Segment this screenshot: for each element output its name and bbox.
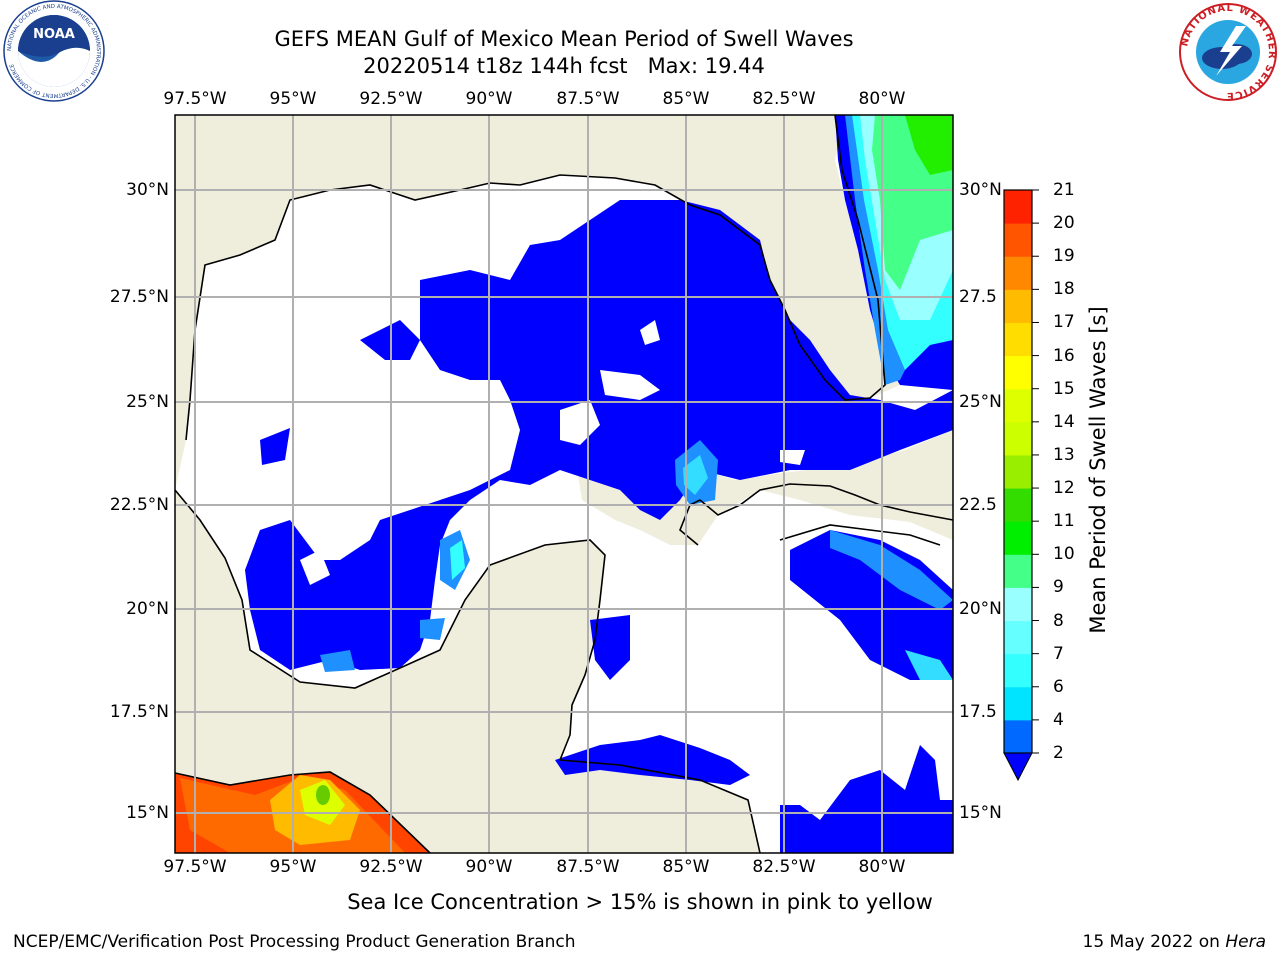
footer-date-text: 15 May 2022 on	[1082, 932, 1226, 952]
lat-tick-left: 27.5°N	[109, 287, 169, 307]
colorbar-band	[1004, 454, 1032, 489]
colorbar-band	[1004, 521, 1032, 555]
colorbar-tick-label: 2	[1053, 743, 1064, 763]
colorbar-tick-label: 17	[1053, 312, 1075, 333]
colorbar-band	[1004, 223, 1032, 257]
colorbar-label: Mean Period of Swell Waves [s]	[1086, 306, 1110, 634]
lon-tick-top: 87.5°W	[556, 89, 620, 109]
lat-tick-right: 20°N	[959, 599, 1002, 619]
colorbar-tick-label: 4	[1053, 709, 1064, 730]
map-frame	[174, 114, 954, 854]
lat-tick-right: 30°N	[959, 180, 1002, 200]
swell-field-gaps	[300, 320, 805, 585]
colorbar-band	[1004, 587, 1032, 622]
lon-tick-bottom: 80°W	[858, 857, 906, 877]
lon-tick-bottom: 85°W	[662, 857, 710, 877]
lat-tick-right: 22.5	[959, 495, 997, 515]
lat-tick-left: 25°N	[126, 392, 169, 412]
colorbar-tick-label: 7	[1053, 643, 1064, 664]
lon-tick-bottom: 82.5°W	[752, 857, 816, 877]
colorbar-tick-label: 16	[1053, 345, 1075, 366]
colorbar-tick-label: 8	[1053, 610, 1064, 631]
colorbar-tick-label: 21	[1053, 180, 1075, 200]
colorbar-tick-label: 11	[1053, 511, 1075, 532]
colorbar-band	[1004, 322, 1032, 357]
colorbar-tick-label: 13	[1053, 444, 1075, 465]
colorbar-band	[1004, 488, 1032, 522]
colorbar-band	[1004, 421, 1032, 456]
lon-tick-top: 90°W	[465, 89, 513, 109]
colorbar-extend-arrow	[1003, 752, 1033, 782]
lon-tick-top: 97.5°W	[163, 89, 227, 109]
colorbar-tick-label: 12	[1053, 478, 1075, 499]
sea-ice-note: Sea Ice Concentration > 15% is shown in …	[347, 890, 933, 914]
colorbar-tick-label: 10	[1053, 544, 1075, 565]
colorbar	[1003, 189, 1039, 782]
lon-tick-bottom: 90°W	[465, 857, 513, 877]
colorbar-band	[1004, 388, 1032, 423]
colorbar-band	[1004, 653, 1032, 688]
noaa-logo: NATIONAL OCEANIC AND ATMOSPHERIC ADMINIS…	[3, 0, 105, 102]
lon-tick-bottom: 92.5°W	[359, 857, 423, 877]
footer-credit: NCEP/EMC/Verification Post Processing Pr…	[13, 932, 576, 952]
colorbar-band	[1004, 256, 1032, 290]
colorbar-band	[1004, 355, 1032, 390]
colorbar-band	[1004, 719, 1032, 754]
lat-tick-right: 25°N	[959, 392, 1002, 412]
chart-title: GEFS MEAN Gulf of Mexico Mean Period of …	[274, 27, 854, 51]
lon-tick-bottom: 87.5°W	[556, 857, 620, 877]
lon-tick-top: 85°W	[662, 89, 710, 109]
colorbar-band	[1004, 190, 1032, 224]
lat-tick-right: 17.5	[959, 702, 997, 722]
lon-tick-bottom: 95°W	[269, 857, 317, 877]
colorbar-tick-label: 18	[1053, 279, 1075, 300]
chart-subtitle: 20220514 t18z 144h fcst Max: 19.44	[363, 54, 765, 78]
colorbar-tick-label: 15	[1053, 378, 1075, 399]
lat-tick-right: 15°N	[959, 803, 1002, 823]
colorbar-tick-label: 6	[1053, 676, 1064, 697]
lat-tick-left: 20°N	[126, 599, 169, 619]
atlantic-swell-region	[845, 115, 953, 385]
lat-tick-left: 15°N	[126, 803, 169, 823]
colorbar-band	[1004, 686, 1032, 721]
lat-tick-left: 22.5°N	[109, 495, 169, 515]
lon-tick-top: 80°W	[858, 89, 906, 109]
lat-tick-right: 27.5	[959, 287, 997, 307]
lat-tick-left: 17.5°N	[109, 702, 169, 722]
footer-host: Hera	[1225, 932, 1266, 952]
graticule	[175, 115, 953, 853]
footer-date: 15 May 2022 on Hera	[1083, 932, 1267, 952]
colorbar-tick-label: 14	[1053, 411, 1075, 432]
colorbar-tick-label: 20	[1053, 213, 1075, 234]
lon-tick-top: 95°W	[269, 89, 317, 109]
colorbar-tick-label: 19	[1053, 246, 1075, 267]
nws-logo: NATIONAL WEATHER SERVICE	[1179, 3, 1277, 101]
colorbar-band	[1004, 554, 1032, 588]
colorbar-band	[1004, 620, 1032, 655]
lon-tick-bottom: 97.5°W	[163, 857, 227, 877]
lon-tick-top: 92.5°W	[359, 89, 423, 109]
lon-tick-top: 82.5°W	[752, 89, 816, 109]
colorbar-band	[1004, 289, 1032, 323]
swell-field-mid	[320, 440, 953, 680]
colorbar-tick-label: 9	[1053, 577, 1064, 598]
noaa-wordmark: NOAA	[33, 27, 75, 42]
coastline	[174, 114, 954, 854]
pacific-swell-max	[316, 785, 330, 805]
lat-tick-left: 30°N	[126, 180, 169, 200]
colorbar-frame	[1003, 189, 1033, 754]
